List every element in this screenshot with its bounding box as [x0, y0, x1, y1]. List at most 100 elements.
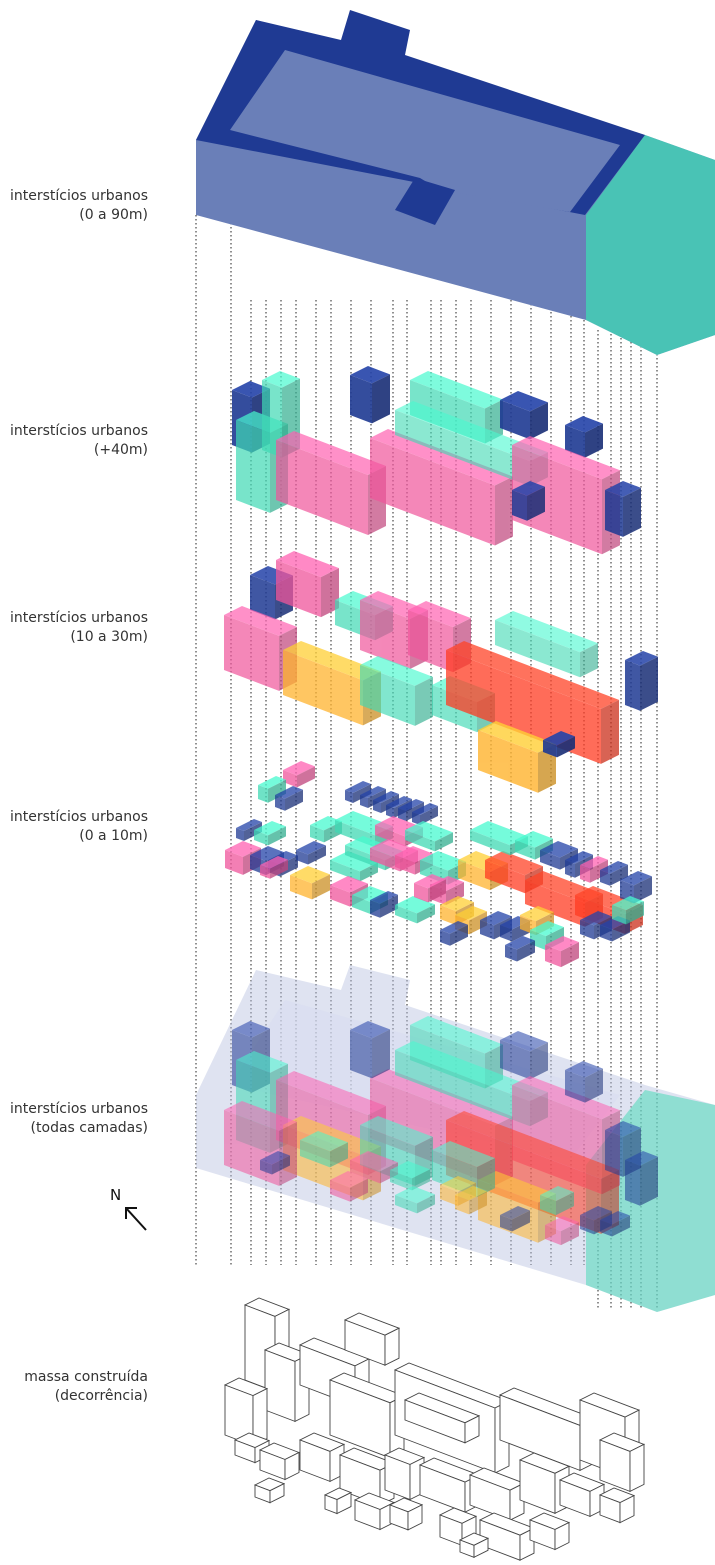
- volume-side-face: [350, 1178, 368, 1202]
- slab-courtyard: [230, 50, 620, 212]
- volume-front-face: [545, 1225, 561, 1246]
- built-mass-volume: [323, 1487, 353, 1515]
- volume-top-face: [310, 816, 342, 831]
- built-mass-volume: [558, 1472, 606, 1518]
- navy-tower: [625, 651, 658, 711]
- volume-front-face: [330, 885, 350, 907]
- volume-front-face: [580, 1215, 594, 1235]
- volume-top-face: [395, 896, 435, 914]
- volume-side-face: [412, 1169, 430, 1191]
- volume-top-face: [500, 1031, 548, 1052]
- volume-side-face: [530, 1042, 548, 1080]
- volume-side-face: [517, 940, 535, 962]
- combined-volume: [455, 1186, 487, 1215]
- volume-top-face: [276, 1071, 386, 1115]
- volume-side-face: [477, 1158, 495, 1198]
- volume-front-face: [600, 870, 610, 886]
- volume-front-face: [350, 1030, 372, 1079]
- volume-top-face: [258, 776, 286, 789]
- volume-side-face: [308, 845, 326, 865]
- teal-bar: [495, 611, 598, 678]
- volume-front-face: [296, 850, 308, 865]
- volume-side-face: [626, 901, 644, 925]
- volume-side-face: [285, 789, 303, 811]
- volume-top-face: [600, 1211, 630, 1225]
- small-volume: [440, 921, 468, 946]
- volume-top-face: [440, 921, 468, 934]
- volume-top-face: [260, 856, 288, 869]
- volume-side-face: [561, 942, 579, 968]
- outline-side: [629, 1443, 645, 1493]
- volume-front-face: [512, 445, 602, 555]
- volume-side-face: [446, 882, 464, 906]
- volume-top-face: [236, 819, 262, 832]
- volume-front-face: [290, 875, 312, 900]
- volume-front-face: [254, 830, 268, 846]
- volume-top-face: [540, 1186, 574, 1202]
- volume-top-face: [350, 1151, 398, 1172]
- volume-front-face: [386, 805, 394, 819]
- small-volume: [236, 819, 262, 842]
- volume-top-face: [446, 641, 619, 709]
- teal-block: [360, 656, 433, 726]
- volume-top-face: [370, 891, 398, 904]
- layer-label-plus-40m: interstícios urbanos (+40m): [0, 422, 148, 460]
- volume-top-face: [545, 936, 579, 952]
- volume-front-face: [236, 420, 270, 513]
- volume-top-face: [232, 1021, 270, 1038]
- volume-top-face: [386, 796, 412, 809]
- outline-side: [269, 1482, 285, 1504]
- volume-side-face: [585, 1068, 603, 1103]
- layer-label-range: (10 a 30m): [70, 629, 148, 645]
- volume-top-face: [352, 886, 388, 902]
- volume-side-face: [380, 894, 398, 918]
- volume-side-face: [360, 862, 378, 882]
- volume-front-face: [370, 848, 400, 872]
- volume-top-face: [250, 846, 284, 862]
- combined-volume: [500, 1206, 530, 1232]
- built-mass-volume: [598, 1432, 646, 1493]
- volume-side-face: [601, 699, 619, 764]
- volume-top-face: [420, 851, 466, 871]
- layer-label-range: (0 a 90m): [79, 207, 148, 223]
- volume-side-face: [561, 1222, 579, 1246]
- volume-front-face: [612, 905, 626, 925]
- volume-side-face: [634, 876, 652, 904]
- layer-label-title: interstícios urbanos: [9, 188, 148, 204]
- outline-side: [407, 1504, 423, 1531]
- layer-0-to-90m: [196, 10, 715, 355]
- volume-side-face: [495, 476, 513, 546]
- small-volume: [345, 781, 371, 804]
- volume-top-face: [565, 851, 593, 864]
- volume-front-face: [360, 795, 368, 809]
- volume-top-face: [540, 841, 578, 858]
- volume-top-face: [515, 831, 553, 848]
- volume-front-face: [515, 840, 535, 860]
- small-volume: [260, 856, 288, 879]
- volume-side-face: [353, 784, 371, 804]
- volume-top-face: [395, 1041, 548, 1102]
- built-mass-volume: [458, 1532, 490, 1559]
- layer-label-range: (decorrência): [54, 1388, 148, 1404]
- volume-front-face: [330, 1180, 350, 1202]
- volume-top-face: [232, 381, 270, 398]
- volume-front-face: [455, 1195, 469, 1215]
- small-volume: [258, 776, 286, 803]
- volume-side-face: [640, 656, 658, 711]
- volume-top-face: [512, 481, 545, 496]
- volume-front-face: [283, 650, 363, 726]
- volume-top-face: [360, 656, 433, 686]
- pink-block: [370, 429, 513, 546]
- volume-side-face: [268, 826, 286, 846]
- small-volume: [275, 786, 303, 811]
- built-mass-volume: [343, 1312, 401, 1366]
- volume-front-face: [600, 1220, 612, 1237]
- volume-top-face: [262, 371, 300, 388]
- combined-volume: [330, 1171, 368, 1202]
- layer-0-to-10m: [225, 761, 652, 968]
- volume-side-face: [312, 874, 330, 900]
- volume-top-face: [455, 906, 487, 921]
- volume-front-face: [485, 860, 525, 894]
- combined-volume: [500, 1031, 548, 1080]
- north-arrow: N: [110, 1186, 147, 1231]
